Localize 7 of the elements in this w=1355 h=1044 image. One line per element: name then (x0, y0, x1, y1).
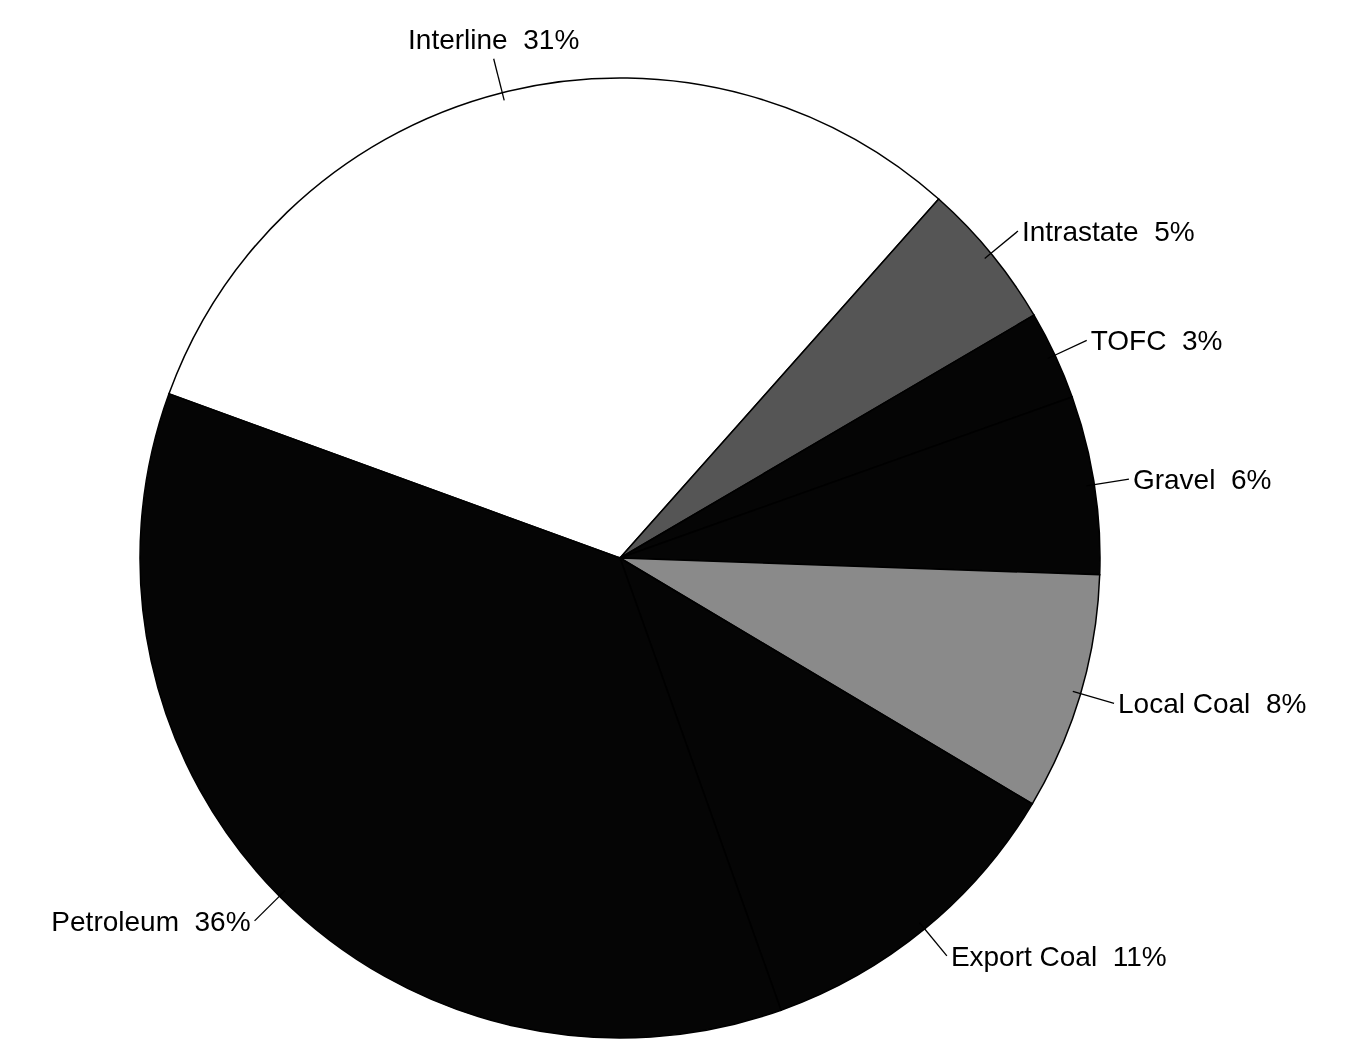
slice-label: Interline 31% (408, 23, 580, 55)
slice-label: TOFC 3% (1090, 325, 1223, 357)
slice-label: Local Coal 8% (1118, 688, 1307, 720)
slice-label: Export Coal 11% (950, 940, 1167, 972)
slice-label: Petroleum 36% (51, 905, 251, 937)
slice-label: Intrastate 5% (1021, 216, 1195, 248)
slice-label: Gravel 6% (1132, 464, 1272, 496)
